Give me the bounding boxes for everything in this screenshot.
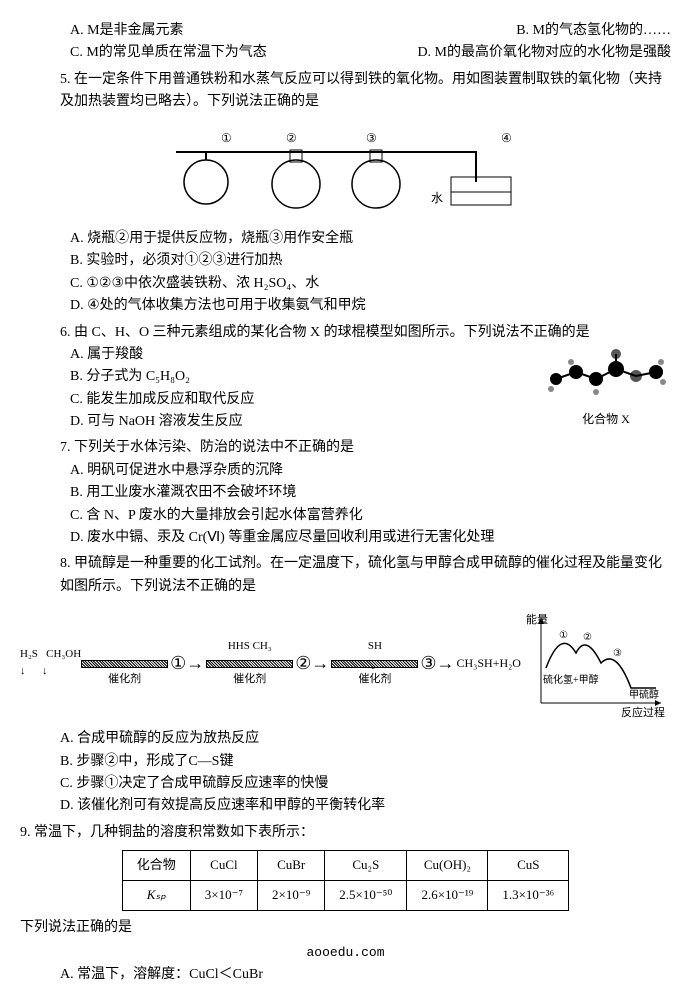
q9-post: 下列说法正确的是 xyxy=(20,917,671,939)
svg-text:③: ③ xyxy=(366,131,377,145)
q7-opt-b: B. 用工业废水灌溉农田不会破坏环境 xyxy=(70,482,671,504)
q7-opt-d: D. 废水中镉、汞及 Cr(Ⅵ) 等重金属应尽量回收利用或进行无害化处理 xyxy=(70,527,671,549)
svg-text:①: ① xyxy=(221,131,232,145)
q5-figure: ① ② ③ ④ 水 xyxy=(20,122,671,220)
q5-stem: 5. 在一定条件下用普通铁粉和水蒸气反应可以得到铁的氧化物。用如图装置制取铁的氧… xyxy=(20,69,671,114)
svg-text:水: 水 xyxy=(431,191,443,205)
q4-opt-a: A. M是非金属元素 xyxy=(70,23,184,38)
q9-opt-a: A. 常温下，溶解度：CuCl＜CuBr xyxy=(20,964,671,986)
svg-text:②: ② xyxy=(286,131,297,145)
q6-opt-a: A. 属于羧酸 xyxy=(70,344,541,366)
q5-opt-d: D. ④处的气体收集方法也可用于收集氨气和甲烷 xyxy=(70,295,671,317)
q8-stem: 8. 甲硫醇是一种重要的化工试剂。在一定温度下，硫化氢与甲醇合成甲硫醇的催化过程… xyxy=(20,553,671,598)
q6-opt-b: B. 分子式为 C₅H₈O₂ xyxy=(70,366,541,388)
q7-opt-c: C. 含 N、P 废水的大量排放会引起水体富营养化 xyxy=(70,505,671,527)
q6-caption: 化合物 X xyxy=(541,410,671,429)
q7-opt-a: A. 明矾可促进水中悬浮杂质的沉降 xyxy=(70,460,671,482)
q9-stem: 9. 常温下，几种铜盐的溶度积常数如下表所示： xyxy=(20,822,671,844)
svg-text:③: ③ xyxy=(613,648,622,659)
q5-opt-b: B. 实验时，必须对①②③进行加热 xyxy=(70,250,671,272)
q8-opt-a: A. 合成甲硫醇的反应为放热反应 xyxy=(60,728,671,750)
q8-opt-b: B. 步骤②中，形成了C—S键 xyxy=(60,751,671,773)
q4-opt-d: D. M的最高价氧化物对应的水化物是强酸 xyxy=(417,42,671,64)
q6-opt-c: C. 能发生加成反应和取代反应 xyxy=(70,389,541,411)
svg-text:④: ④ xyxy=(501,131,512,145)
q8-diagram: H₂S CH₃OH↓ ↓ 催化剂 ①→ HHS CH₃催化剂 ②→ SHH CH… xyxy=(20,608,671,718)
q8-opt-c: C. 步骤①决定了合成甲硫醇反应速率的快慢 xyxy=(60,773,671,795)
svg-text:②: ② xyxy=(583,632,592,643)
q9-table: 化合物CuClCuBrCu₂SCu(OH)₂CuS Kₛₚ3×10⁻⁷2×10⁻… xyxy=(122,850,569,911)
q4-opt-c: C. M的常见单质在常温下为气态 xyxy=(70,45,267,60)
q5-opt-a: A. 烧瓶②用于提供反应物，烧瓶③用作安全瓶 xyxy=(70,228,671,250)
svg-text:能量: 能量 xyxy=(526,612,548,626)
q5-opt-c: C. ①②③中依次盛装铁粉、浓 H₂SO₄、水 xyxy=(70,273,671,295)
svg-text:硫化氢+甲醇: 硫化氢+甲醇 xyxy=(543,673,599,686)
svg-text:甲硫醇: 甲硫醇 xyxy=(629,688,659,701)
svg-text:①: ① xyxy=(559,630,568,641)
q6-opt-d: D. 可与 NaOH 溶液发生反应 xyxy=(70,411,541,433)
svg-text:反应过程: 反应过程 xyxy=(621,705,665,718)
q4-opt-b: B. M的气态氢化物的…… xyxy=(516,20,671,42)
q7-stem: 7. 下列关于水体污染、防治的说法中不正确的是 xyxy=(20,437,671,459)
q8-opt-d: D. 该催化剂可有效提高反应速率和甲醇的平衡转化率 xyxy=(60,795,671,817)
q6-figure: 化合物 X xyxy=(541,344,671,429)
energy-chart: 能量 反应过程 ① ② ③ 硫化氢+甲醇 甲硫醇 xyxy=(521,608,671,718)
q6-stem: 6. 由 C、H、O 三种元素组成的某化合物 X 的球棍模型如图所示。下列说法不… xyxy=(20,322,671,344)
watermark-url: aooedu.com xyxy=(20,943,671,964)
